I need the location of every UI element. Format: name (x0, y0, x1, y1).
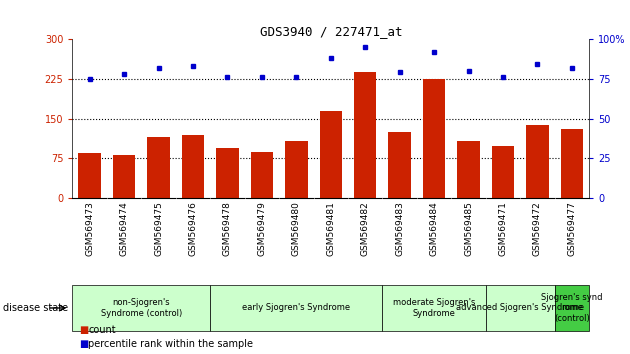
Bar (285, 141, 307, 198)
Text: GSM569479: GSM569479 (258, 201, 266, 256)
Bar (561, 129, 583, 198)
Text: percentile rank within the sample: percentile rank within the sample (88, 339, 253, 349)
Bar (113, 155, 135, 198)
Bar (79, 153, 101, 198)
Bar (319, 111, 342, 198)
Bar (554, 285, 589, 331)
Title: GDS3940 / 227471_at: GDS3940 / 227471_at (260, 25, 402, 38)
Text: GSM569483: GSM569483 (395, 201, 404, 256)
Bar (423, 79, 445, 198)
Text: GSM569478: GSM569478 (223, 201, 232, 256)
Text: moderate Sjogren's
Syndrome: moderate Sjogren's Syndrome (393, 298, 475, 318)
Text: count: count (88, 325, 116, 335)
Text: GSM569471: GSM569471 (498, 201, 507, 256)
Bar (354, 72, 376, 198)
Bar (486, 285, 554, 331)
Text: GSM569472: GSM569472 (533, 201, 542, 256)
Bar (457, 141, 479, 198)
Text: Sjogren's synd
rome
(control): Sjogren's synd rome (control) (541, 293, 602, 323)
Text: GSM569474: GSM569474 (120, 201, 129, 256)
Bar (147, 137, 169, 198)
Text: GSM569484: GSM569484 (430, 201, 438, 256)
Bar (492, 146, 514, 198)
Text: GSM569477: GSM569477 (568, 201, 576, 256)
Bar (210, 285, 382, 331)
Bar (72, 285, 210, 331)
Text: advanced Sjogren's Syndrome: advanced Sjogren's Syndrome (456, 303, 584, 313)
Text: GSM569485: GSM569485 (464, 201, 473, 256)
Text: ■: ■ (79, 339, 88, 349)
Bar (526, 125, 549, 198)
Text: GSM569473: GSM569473 (85, 201, 94, 256)
Bar (216, 148, 239, 198)
Text: early Sjogren's Syndrome: early Sjogren's Syndrome (243, 303, 350, 313)
Text: ■: ■ (79, 325, 88, 335)
Bar (251, 152, 273, 198)
Text: GSM569482: GSM569482 (361, 201, 370, 256)
Text: GSM569475: GSM569475 (154, 201, 163, 256)
Text: GSM569476: GSM569476 (188, 201, 197, 256)
Bar (382, 285, 486, 331)
Bar (389, 132, 411, 198)
Text: non-Sjogren's
Syndrome (control): non-Sjogren's Syndrome (control) (101, 298, 182, 318)
Bar (182, 135, 204, 198)
Text: GSM569480: GSM569480 (292, 201, 301, 256)
Text: disease state: disease state (3, 303, 68, 313)
Text: GSM569481: GSM569481 (326, 201, 335, 256)
